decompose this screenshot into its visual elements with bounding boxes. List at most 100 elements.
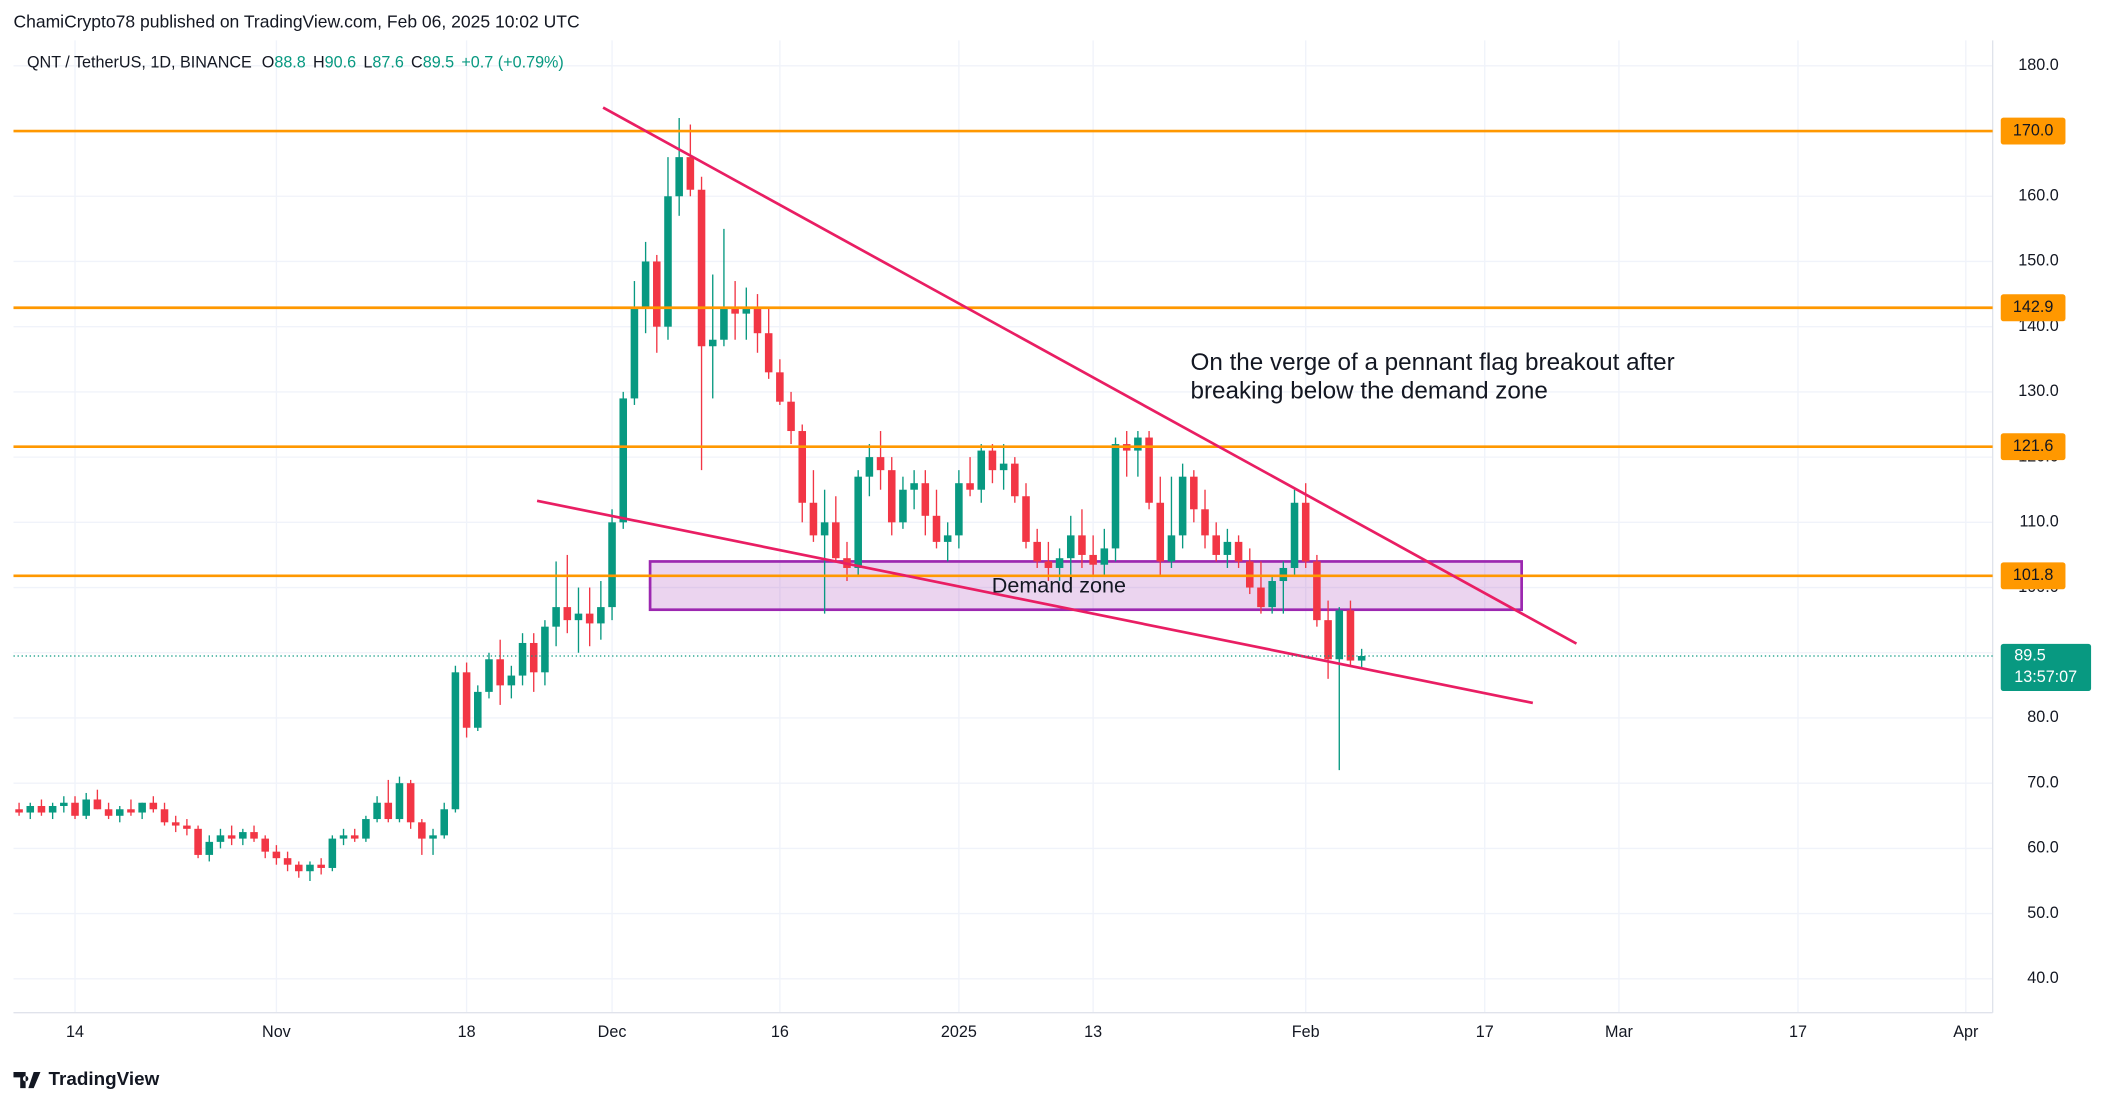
candle-body <box>809 502 818 536</box>
candle-body <box>149 802 158 810</box>
level-label-box <box>2000 117 2066 145</box>
candle-body <box>127 809 135 813</box>
countdown: 13:57:07 <box>2014 668 2077 686</box>
candle-body <box>418 822 426 839</box>
x-tick-label: 16 <box>771 1023 789 1041</box>
candle-body <box>1066 535 1075 559</box>
candle-body <box>1212 535 1220 555</box>
plot-layer: 170.0 142.9 121.6 101.8 Demand zone On the ve… <box>13 106 2092 881</box>
candle-body <box>1201 509 1209 536</box>
level-label-box <box>2000 433 2066 461</box>
change: +0.7 (+0.79%) <box>461 54 563 72</box>
candle-body <box>832 522 840 559</box>
candle-body <box>1257 587 1265 608</box>
candle-body <box>518 642 527 676</box>
candle-body <box>1044 561 1053 568</box>
candle-body <box>272 851 281 859</box>
candle-body <box>429 835 437 839</box>
x-tick-label: Apr <box>1953 1023 1979 1041</box>
candle-body <box>48 806 57 813</box>
candle-body <box>988 450 997 471</box>
candle-body <box>37 806 46 813</box>
candle-body <box>932 515 941 542</box>
y-tick-label: 110.0 <box>2019 513 2058 531</box>
candle-body <box>362 819 370 839</box>
candle-body <box>1011 463 1019 497</box>
y-tick-label: 70.0 <box>2027 773 2058 791</box>
y-tick-label: 60.0 <box>2027 839 2058 857</box>
y-tick-label: 150.0 <box>2018 252 2058 270</box>
candle-body <box>496 659 504 686</box>
price-label: 89.5 <box>2014 646 2045 664</box>
candle-body <box>1033 541 1041 562</box>
candle-body <box>653 261 661 327</box>
candle-body <box>742 307 751 314</box>
candle-body <box>227 835 236 839</box>
legend: QNT / TetherUS, 1D, BINANCE O88.8 H90.6 … <box>27 54 564 72</box>
candle-body <box>93 799 102 810</box>
candle-body <box>261 838 269 852</box>
header: ChamiCrypto78 published on TradingView.c… <box>13 12 579 32</box>
candle-body <box>317 864 325 868</box>
candle-body <box>597 607 605 624</box>
candle-body <box>82 799 90 816</box>
candle-body <box>1089 554 1097 565</box>
candle-body <box>406 783 415 823</box>
candle-body <box>239 832 247 839</box>
candle-body <box>787 401 795 432</box>
y-tick-label: 40.0 <box>2027 969 2058 987</box>
candle-body <box>708 339 717 347</box>
level-label: 170.0 <box>2013 121 2053 139</box>
x-tick-label: Feb <box>1292 1023 1320 1041</box>
annotation: On the verge of a pennant flag breakout … <box>1190 349 1674 376</box>
candle-body <box>160 809 169 823</box>
ohlc-label: O <box>262 54 275 72</box>
y-tick-label: 130.0 <box>2018 382 2058 400</box>
candle-body <box>966 483 974 490</box>
candle-body <box>194 828 202 855</box>
ohlc-value: 88.8 <box>274 54 305 72</box>
candle-body <box>1346 610 1355 661</box>
y-tick-label: 160.0 <box>2018 187 2058 205</box>
candle-body <box>619 398 628 523</box>
candle-body <box>138 802 146 813</box>
symbol: QNT / TetherUS, 1D, BINANCE <box>27 54 252 72</box>
candle-body <box>1055 558 1064 568</box>
level-label: 142.9 <box>2013 298 2053 316</box>
candle-body <box>1078 535 1086 555</box>
candle-body <box>306 864 314 872</box>
level-label-box <box>2000 562 2066 590</box>
ohlc-label: C <box>411 54 423 72</box>
candle-body <box>216 835 225 842</box>
x-tick-label: Mar <box>1605 1023 1633 1041</box>
candle-body <box>283 858 292 865</box>
candle-body <box>1178 476 1187 536</box>
candle-body <box>776 372 784 402</box>
candle-body <box>71 802 79 816</box>
candle-body <box>955 483 963 536</box>
candle-body <box>183 825 191 829</box>
candle-body <box>910 483 918 490</box>
candle-body <box>1167 535 1176 562</box>
ohlc-label: H <box>313 54 325 72</box>
candle-body <box>697 189 706 347</box>
x-tick-label: 2025 <box>941 1023 977 1041</box>
level-label: 101.8 <box>2013 566 2053 584</box>
candle-body <box>921 483 930 516</box>
candle-body <box>563 607 572 621</box>
candle-body <box>171 822 180 826</box>
candle-body <box>373 802 381 820</box>
demand-zone <box>648 560 1523 612</box>
candle-body <box>943 535 952 542</box>
x-tick-label: 13 <box>1084 1023 1102 1041</box>
x-tick-label: Dec <box>598 1023 627 1041</box>
candle-body <box>1111 444 1120 549</box>
candle-body <box>887 470 896 523</box>
level-label-box <box>2000 294 2066 322</box>
ohlc-value: 87.6 <box>372 54 403 72</box>
candle-body <box>205 841 214 855</box>
zone-label: Demand zone <box>992 573 1126 598</box>
price-label-box <box>2000 643 2092 692</box>
